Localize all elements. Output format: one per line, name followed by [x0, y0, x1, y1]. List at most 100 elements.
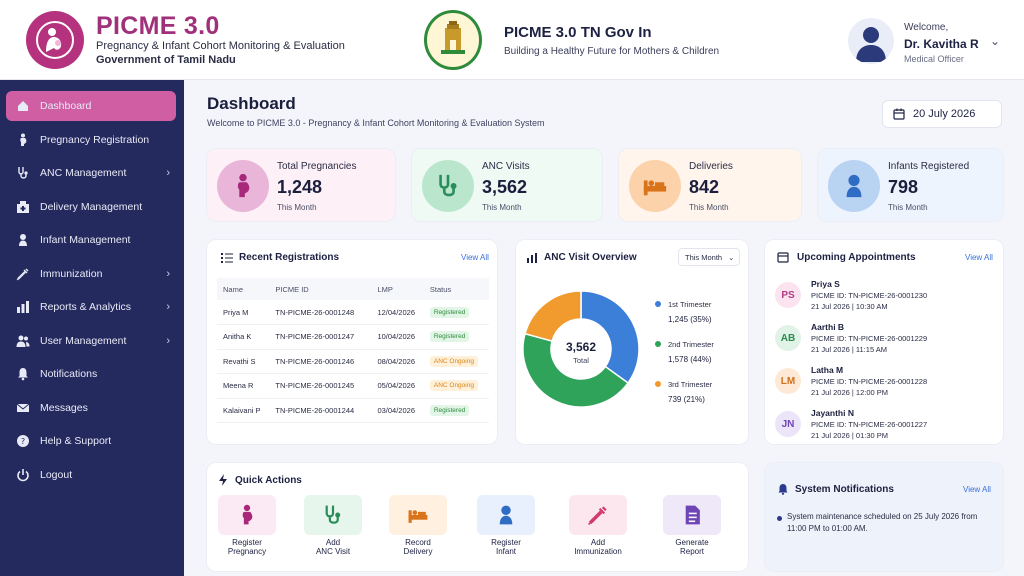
- appointment-item[interactable]: JN Jayanthi N PICME ID: TN-PICME-26-0001…: [775, 408, 995, 450]
- stat-card-infants-registered[interactable]: Infants Registered 798 This Month: [817, 148, 1004, 222]
- table-row[interactable]: Anitha K TN-PICME-26-0001247 10/04/2026 …: [217, 324, 489, 350]
- chevron-right-icon: ›: [166, 301, 170, 313]
- quick-action-record-delivery[interactable]: Record Delivery: [378, 495, 458, 565]
- bell-icon: [6, 367, 40, 381]
- stat-value: 798: [888, 177, 919, 197]
- stethoscope-icon: [6, 166, 40, 180]
- svg-text:?: ?: [21, 437, 25, 446]
- quick-action-label: Delivery: [403, 547, 433, 556]
- app-title: PICME 3.0: [96, 12, 220, 40]
- table-row[interactable]: Priya M TN-PICME-26-0001248 12/04/2026 R…: [217, 300, 489, 325]
- cell-name: Priya M: [217, 300, 270, 325]
- chevron-right-icon: ›: [166, 167, 170, 179]
- recent-registrations-panel: Recent Registrations View All Name PICME …: [206, 239, 498, 445]
- hospital-icon: [6, 200, 40, 214]
- sidebar-item-delivery-management[interactable]: Delivery Management: [6, 192, 176, 222]
- quick-action-label: Add: [590, 538, 606, 547]
- legend-value: 1,578 (44%): [668, 355, 712, 364]
- appointment-item[interactable]: AB Aarthi B PICME ID: TN-PICME-26-000122…: [775, 322, 995, 364]
- quick-action-generate-report[interactable]: Generate Report: [652, 495, 732, 565]
- appointments-view-all-link[interactable]: View All: [965, 253, 993, 262]
- cell-status: ANC Ongoing: [423, 349, 489, 374]
- appointment-id: PICME ID: TN-PICME-26-0001229: [811, 334, 928, 343]
- cell-picme-id: TN-PICME-26-0001244: [269, 398, 372, 423]
- sidebar-item-immunization[interactable]: Immunization ›: [6, 259, 176, 289]
- lightning-icon: [219, 474, 227, 486]
- user-name[interactable]: Dr. Kavitha R: [904, 37, 979, 51]
- bed-icon: [389, 495, 447, 535]
- table-row[interactable]: Revathi S TN-PICME-26-0001246 08/04/2026…: [217, 349, 489, 374]
- sidebar-item-label: Dashboard: [40, 100, 92, 112]
- stat-card-total-pregnancies[interactable]: Total Pregnancies 1,248 This Month: [206, 148, 396, 222]
- table-row[interactable]: Kalaivani P TN-PICME-26-0001244 03/04/20…: [217, 398, 489, 423]
- anc-overview-title: ANC Visit Overview: [544, 252, 637, 263]
- sidebar-item-reports-analytics[interactable]: Reports & Analytics ›: [6, 292, 176, 322]
- sidebar-item-anc-management[interactable]: ANC Management ›: [6, 158, 176, 188]
- welcome-text: Welcome,: [904, 22, 949, 33]
- chevron-down-icon[interactable]: ⌄: [990, 34, 1001, 48]
- appointment-item[interactable]: PS Priya S PICME ID: TN-PICME-26-0001230…: [775, 279, 995, 321]
- list-icon: [221, 253, 233, 263]
- sidebar-item-label: ANC Management: [40, 167, 127, 179]
- donut-slice-1[interactable]: [580, 290, 640, 384]
- column-header: PICME ID: [269, 278, 372, 300]
- appointment-id: PICME ID: TN-PICME-26-0001230: [811, 291, 928, 300]
- sidebar-item-logout[interactable]: Logout: [6, 460, 176, 490]
- donut-total-label: Total: [573, 356, 589, 365]
- table-row[interactable]: Meena R TN-PICME-26-0001245 05/04/2026 A…: [217, 373, 489, 399]
- quick-action-label: Report: [679, 547, 704, 556]
- quick-action-add-anc-visit[interactable]: Add ANC Visit: [293, 495, 373, 565]
- pregnant-woman-icon: [217, 160, 269, 212]
- bed-icon: [629, 160, 681, 212]
- sidebar-item-infant-management[interactable]: Infant Management: [6, 225, 176, 255]
- user-avatar-icon[interactable]: [848, 18, 894, 64]
- appointment-item[interactable]: LM Latha M PICME ID: TN-PICME-26-0001228…: [775, 365, 995, 407]
- quick-action-label: Generate: [675, 538, 709, 547]
- calendar-icon: [777, 252, 789, 263]
- quick-action-register-pregnancy[interactable]: Register Pregnancy: [207, 495, 287, 565]
- pregnant-woman-icon: [218, 495, 276, 535]
- legend-value: 1,245 (35%): [668, 315, 712, 324]
- quick-action-register-infant[interactable]: Register Infant: [466, 495, 546, 565]
- legend-dot: [655, 341, 661, 347]
- notifications-view-all-link[interactable]: View All: [963, 485, 991, 494]
- quick-actions-panel: Quick Actions Register Pregnancy Add ANC…: [206, 462, 749, 572]
- home-icon: [6, 99, 40, 113]
- sidebar-item-messages[interactable]: Messages: [6, 393, 176, 423]
- cell-picme-id: TN-PICME-26-0001247: [269, 324, 372, 350]
- status-badge: ANC Ongoing: [429, 380, 478, 392]
- stat-card-anc-visits[interactable]: ANC Visits 3,562 This Month: [411, 148, 603, 222]
- sidebar-item-label: Pregnancy Registration: [40, 133, 150, 146]
- month-filter-select[interactable]: This Month ⌄: [678, 248, 740, 266]
- cell-name: Kalaivani P: [217, 398, 270, 423]
- status-badge: ANC Ongoing: [429, 355, 478, 367]
- cell-lmp: 12/04/2026: [371, 300, 424, 325]
- sidebar-item-user-management[interactable]: User Management ›: [6, 326, 176, 356]
- envelope-icon: [6, 401, 40, 415]
- users-icon: [6, 334, 40, 348]
- quick-action-label: Record: [405, 538, 431, 547]
- stat-period: This Month: [888, 203, 928, 212]
- app-subtitle: Pregnancy & Infant Cohort Monitoring & E…: [96, 40, 345, 52]
- quick-action-add-immunization[interactable]: Add Immunization: [558, 495, 638, 565]
- pregnant-woman-icon: [6, 133, 40, 147]
- cell-name: Meena R: [217, 373, 270, 399]
- sidebar-item-dashboard[interactable]: Dashboard: [6, 91, 176, 121]
- stat-label: Infants Registered: [888, 161, 970, 172]
- page-title: Dashboard: [207, 94, 296, 113]
- recent-view-all-link[interactable]: View All: [461, 253, 489, 262]
- appointment-avatar: LM: [775, 368, 801, 394]
- cell-lmp: 05/04/2026: [371, 373, 424, 399]
- quick-action-label: Register: [491, 538, 521, 547]
- sidebar-item-help-support[interactable]: ? Help & Support: [6, 426, 176, 456]
- status-badge: Registered: [429, 306, 470, 318]
- registrations-table: Name PICME ID LMP Status Priya M TN-PICME-2…: [217, 278, 489, 423]
- quick-action-label: Pregnancy: [227, 547, 267, 556]
- appointment-name: Latha M: [811, 365, 844, 375]
- date-picker[interactable]: 20 July 2026: [882, 100, 1002, 128]
- sidebar-item-notifications[interactable]: Notifications: [6, 359, 176, 389]
- stat-card-deliveries[interactable]: Deliveries 842 This Month: [618, 148, 802, 222]
- stat-label: Total Pregnancies: [277, 161, 357, 172]
- sidebar-item-pregnancy-registration[interactable]: Pregnancy Registration: [6, 125, 176, 155]
- recent-registrations-title: Recent Registrations: [239, 252, 340, 263]
